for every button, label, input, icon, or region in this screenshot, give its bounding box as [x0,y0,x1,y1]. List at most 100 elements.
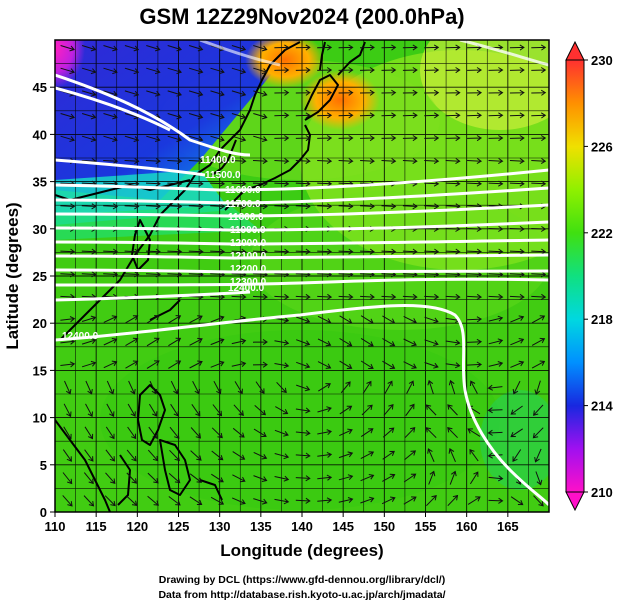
wind-arrow [103,271,119,278]
wind-arrow [146,45,161,52]
wind-arrow [317,203,333,210]
wind-arrow [127,426,137,440]
wind-arrow [210,496,225,505]
wind-arrow [296,384,311,392]
wind-arrow [170,380,179,395]
wind-arrow [402,44,418,51]
x-tick-label: 150 [373,519,395,534]
y-tick-label: 40 [33,127,47,142]
wind-arrow [403,473,417,483]
wind-arrow [124,45,140,52]
wind-arrow [83,472,94,485]
wind-arrow [231,180,247,187]
wind-arrow [317,429,332,436]
wind-arrow [167,157,183,165]
wind-arrow [231,67,247,75]
wind-arrow [210,338,225,346]
wind-arrow [295,407,311,414]
wind-arrow [168,360,182,369]
wind-arrow [81,338,97,345]
wind-arrow [445,67,461,74]
wind-arrow [83,495,95,507]
wind-arrow [317,497,333,504]
wind-arrow [509,271,525,278]
wind-arrow [488,225,504,232]
wind-arrow [467,316,483,323]
wind-arrow [445,112,461,119]
wind-arrow [487,429,503,436]
wind-arrow [189,360,203,369]
wind-arrow [509,157,525,165]
wind-arrow [339,428,353,437]
wind-arrow [488,67,504,74]
wind-arrow [317,44,333,51]
colorbar-max-arrow [565,40,585,61]
wind-arrow [445,248,461,255]
wind-arrow [531,180,547,187]
wind-arrow [295,89,311,96]
wind-arrow [509,225,525,232]
wind-arrow [60,45,75,52]
wind-arrow [124,271,140,278]
wind-arrow [210,90,225,97]
wind-arrow [338,44,354,51]
wind-arrow [467,248,483,255]
wind-arrow [510,428,523,438]
wind-arrow [189,496,203,505]
wind-arrow [124,203,140,210]
wind-arrow [125,337,139,347]
wind-arrow [124,248,140,255]
wind-arrow [360,248,375,255]
wind-arrow [381,496,396,505]
wind-arrow [167,271,183,278]
wind-arrow [424,112,440,119]
wind-arrow [295,430,311,437]
wind-arrow [360,315,374,324]
wind-arrow [168,315,182,324]
wind-arrow [424,248,440,255]
wind-arrow [274,475,290,482]
wind-arrow [531,135,547,142]
wind-arrow [146,315,160,324]
wind-arrow [189,315,203,324]
wind-arrow [147,472,159,484]
wind-arrow [146,90,161,97]
wind-arrow [338,497,354,503]
wind-arrow [359,44,375,51]
wind-arrow [445,180,461,187]
wind-arrow [317,315,332,324]
wind-arrow [295,475,311,482]
wind-arrow [338,203,354,210]
wind-arrow [189,337,203,346]
wind-arrow [81,271,97,278]
wind-arrow [81,203,97,210]
wind-arrow [85,403,93,418]
wind-arrow [359,89,375,96]
wind-arrow [532,427,544,439]
wind-arrow [402,67,418,74]
wind-arrow [512,449,522,462]
wind-arrow [60,203,76,210]
wind-arrow [467,112,483,119]
wind-arrow [60,135,75,142]
wind-arrow [381,135,397,142]
wind-arrow [488,180,504,187]
x-tick-label: 135 [250,519,272,534]
wind-arrow [128,380,136,395]
wind-arrow [296,361,311,369]
wind-arrow [382,315,396,324]
wind-arrow [211,427,223,439]
contour-label: 11800.0 [228,212,264,223]
y-tick-label: 45 [33,80,47,95]
wind-arrow [124,90,140,97]
wind-arrow [210,248,226,255]
wind-arrow [62,495,73,507]
wind-arrow [84,449,94,462]
wind-arrow [360,293,375,300]
colorbar-tick-label: 214 [591,399,613,414]
wind-arrow [531,44,547,51]
wind-arrow [188,67,204,75]
wind-arrow [103,67,118,75]
wind-arrow [253,428,267,437]
wind-arrow [402,203,418,210]
